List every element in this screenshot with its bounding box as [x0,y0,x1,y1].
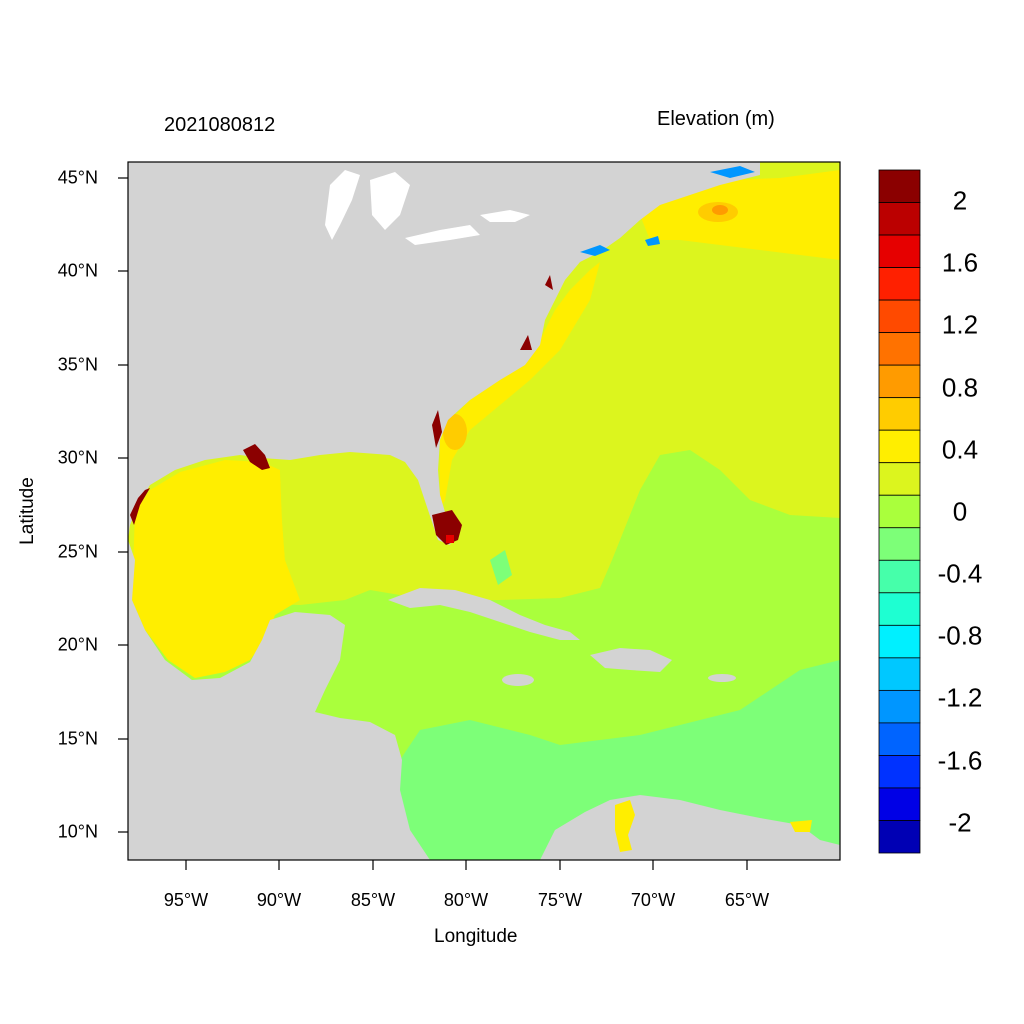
hispaniola-land [590,648,672,672]
colorbar-label: 0.8 [941,372,979,403]
colorbar-label: 0.4 [941,434,979,465]
colorbar-swatch [878,722,921,756]
colorbar-swatch [878,397,921,431]
texas-coast-high [130,488,150,525]
x-tick-label: 90°W [256,890,302,910]
colorbar-swatch [878,820,921,854]
y-tick-label: 15°N [57,728,98,749]
gulf-west [132,460,300,678]
timestamp-label: 2021080812 [164,114,276,136]
y-tick-label: 25°N [57,541,98,562]
coast-southeast [440,262,600,510]
plot-frame [127,161,841,861]
cuba-land [388,588,580,640]
elevation-map [128,162,840,860]
y-axis-label: Latitude [16,477,38,545]
variable-title: Elevation (m) [657,108,775,130]
x-tick-label: 70°W [630,890,676,910]
y-tick-label: 45°N [57,167,98,188]
y-tick-label: 35°N [57,354,98,375]
colorbar-swatch [878,332,921,366]
y-tick-label: 40°N [57,260,98,281]
colorbar-label: -0.4 [937,558,983,589]
colorbar-swatch [878,624,921,659]
great-lakes [325,170,530,245]
y-axis-ticks [118,177,128,833]
x-tick-label: 65°W [724,890,770,910]
colorbar-label: -2 [948,807,972,838]
louisiana-coast-high [243,444,270,470]
northeast-low [580,166,755,256]
colorbar-swatch [878,364,921,399]
colorbar-label: 2 [952,185,968,216]
colorbar-label: -0.8 [937,620,983,651]
x-axis-label: Longitude [434,926,518,947]
colorbar-label: -1.2 [937,682,983,713]
y-tick-label: 10°N [57,821,98,842]
puerto-rico-land [708,674,736,682]
x-tick-label: 85°W [350,890,396,910]
x-tick-label: 80°W [443,890,489,910]
colorbar-swatch [878,299,921,334]
florida-tip-high [432,510,462,545]
colorbar-swatch [878,559,921,594]
colorbar-swatch [878,592,921,626]
colorbar-swatch [878,267,921,301]
y-tick-label: 30°N [57,447,98,468]
north-america-land [128,162,760,545]
colorbar-label: 1.6 [941,247,979,278]
bahamas [490,550,512,585]
mexico-central-america-land [128,540,430,860]
florida-tip-peak [446,535,454,543]
y-tick-label: 20°N [57,634,98,655]
southern-region [395,660,840,860]
jamaica-land [502,674,534,686]
colorbar-swatch [878,429,921,464]
colorbar-swatch [878,787,921,821]
colorbar-swatch [878,234,921,268]
colorbar-swatch [878,462,921,496]
x-tick-label: 75°W [537,890,583,910]
colorbar-swatch [878,202,921,236]
x-axis-ticks [185,860,748,870]
colorbar-swatch [878,527,921,561]
x-tick-label: 95°W [163,890,209,910]
colorbar-swatch [878,169,921,203]
coast-southeast-high [443,414,467,450]
gulf-central [280,455,430,600]
colorbar-label: 0 [952,496,968,527]
colorbar-label: 1.2 [941,309,979,340]
colorbar-swatch [878,657,921,691]
colorbar-swatch [878,494,921,529]
colorbar-label: -1.6 [937,745,983,776]
colorbar-swatch [878,689,921,724]
nova-scotia-peak [712,205,728,215]
colorbar-swatch [878,755,921,789]
colorbar [878,169,921,854]
